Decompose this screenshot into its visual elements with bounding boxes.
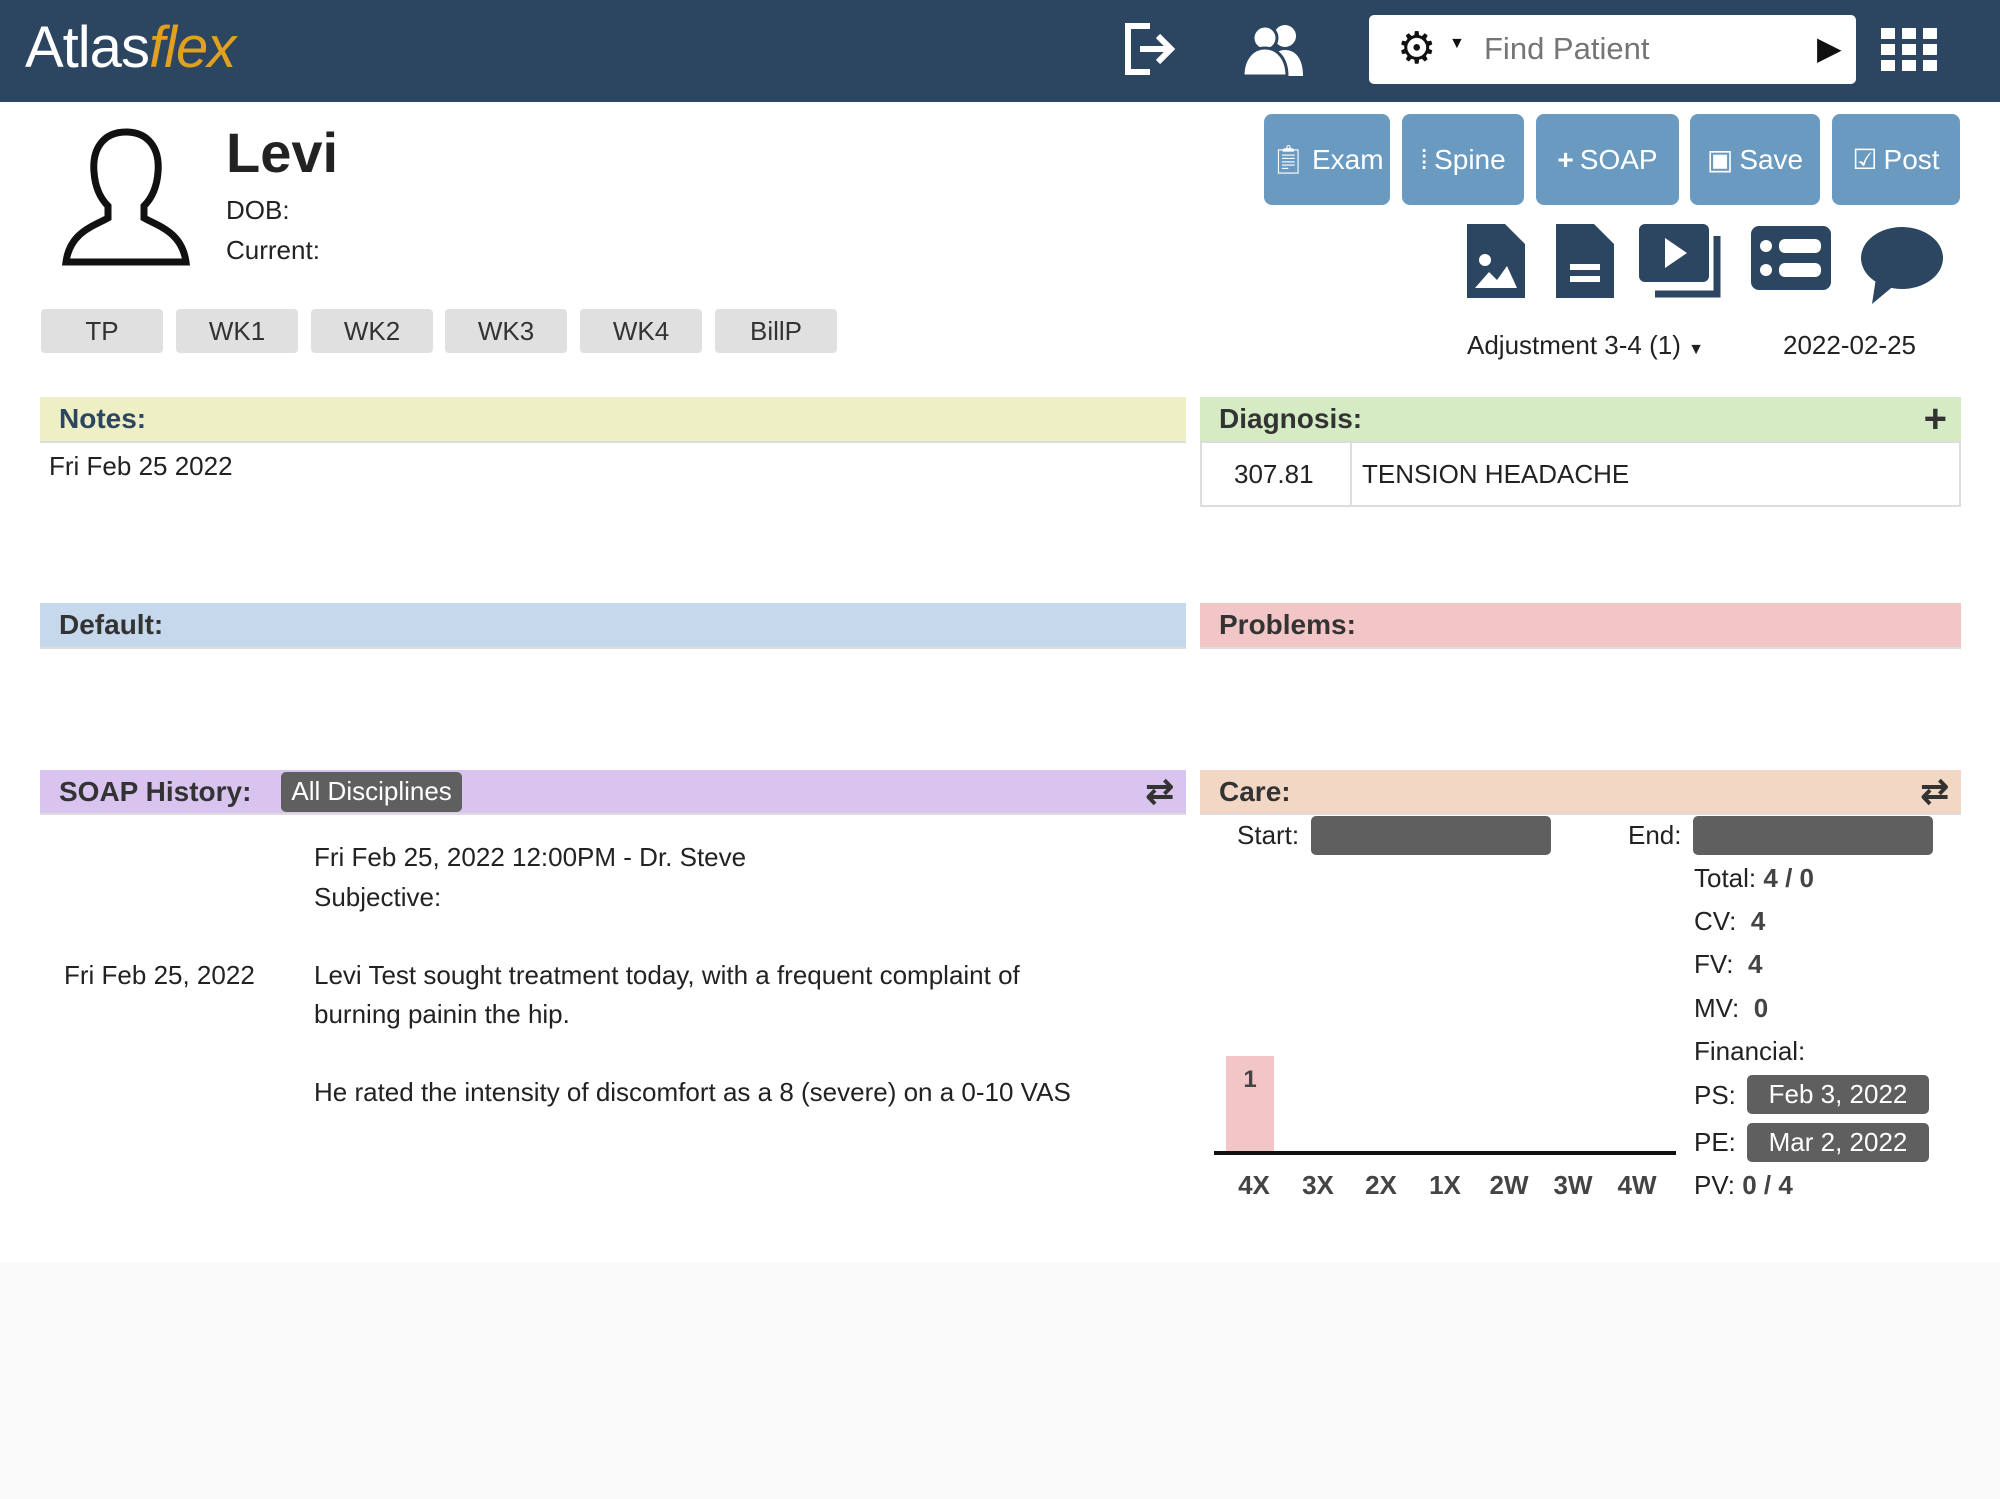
- care-header: Care: ⇄: [1200, 770, 1961, 815]
- patients-group-icon[interactable]: [1237, 22, 1309, 76]
- current-label: Current:: [226, 235, 320, 265]
- play-search-icon[interactable]: ▶: [1817, 30, 1842, 66]
- tab-wk3[interactable]: WK3: [445, 309, 567, 353]
- spine-icon: ⁞: [1420, 143, 1429, 175]
- atlasflex-logo[interactable]: Atlasflex: [25, 15, 236, 80]
- default-panel: Default:: [40, 603, 1186, 768]
- soap-history-header: SOAP History: All Disciplines ⇄: [40, 770, 1186, 815]
- x-tick-label: 4W: [1617, 1170, 1657, 1200]
- x-tick-label: 2X: [1365, 1170, 1397, 1200]
- chevron-down-icon[interactable]: ▼: [1449, 35, 1465, 52]
- soap-section-label: Subjective:: [314, 882, 442, 912]
- default-header: Default:: [40, 603, 1186, 649]
- care-total: Total: 4 / 0: [1694, 863, 1814, 893]
- care-pv: PV: 0 / 4: [1694, 1170, 1793, 1200]
- disciplines-filter[interactable]: All Disciplines: [281, 771, 462, 812]
- soap-entry-header: Fri Feb 25, 2022 12:00PM - Dr. Steve: [314, 842, 747, 872]
- visit-type-dropdown[interactable]: Adjustment 3-4 (1) ▼: [1467, 330, 1704, 360]
- notes-panel: Notes: Fri Feb 25 2022: [40, 397, 1186, 602]
- soap-text-line: burning painin the hip.: [314, 999, 570, 1029]
- find-patient-search: ⚙ ▼ ▶: [1369, 15, 1856, 84]
- care-start-field[interactable]: [1311, 816, 1551, 855]
- soap-entry-date[interactable]: Fri Feb 25, 2022: [64, 960, 255, 990]
- plus-icon: +: [1557, 143, 1574, 175]
- save-button[interactable]: ▣ Save: [1690, 114, 1820, 205]
- care-mv: MV: 0: [1694, 993, 1769, 1023]
- care-ps-label: PS:: [1694, 1080, 1736, 1110]
- soap-text-line: Levi Test sought treatment today, with a…: [314, 960, 1020, 990]
- document-icon[interactable]: [1556, 224, 1614, 298]
- video-icon[interactable]: [1639, 224, 1723, 298]
- notes-header: Notes:: [40, 397, 1186, 443]
- diagnosis-row[interactable]: 307.81 TENSION HEADACHE: [1200, 443, 1961, 507]
- patient-avatar-icon: [61, 128, 191, 266]
- swap-arrows-icon[interactable]: ⇄: [1920, 772, 1950, 811]
- check-square-icon: ☑: [1852, 144, 1878, 175]
- logout-icon[interactable]: [1120, 20, 1178, 78]
- tab-wk2[interactable]: WK2: [311, 309, 433, 353]
- care-frequency-chart: 1: [1214, 1000, 1676, 1156]
- diagnosis-header: Diagnosis: +: [1200, 397, 1961, 443]
- x-tick-label: 3W: [1553, 1170, 1593, 1200]
- tab-wk4[interactable]: WK4: [580, 309, 702, 353]
- x-tick-label: 3X: [1302, 1170, 1334, 1200]
- care-pe-date[interactable]: Mar 2, 2022: [1747, 1123, 1929, 1162]
- soap-button[interactable]: + SOAP: [1536, 114, 1679, 205]
- bar-data-label: 1: [1243, 1066, 1257, 1093]
- chat-bubble-icon[interactable]: [1860, 226, 1944, 304]
- x-tick-label: 4X: [1238, 1170, 1270, 1200]
- care-end-label: End:: [1628, 820, 1682, 850]
- care-pe-label: PE:: [1694, 1127, 1736, 1157]
- chart-baseline: [1214, 1151, 1676, 1155]
- soap-text-line: He rated the intensity of discomfort as …: [314, 1077, 1071, 1107]
- tab-billp[interactable]: BillP: [715, 309, 837, 353]
- add-diagnosis-plus-icon[interactable]: +: [1923, 396, 1947, 441]
- save-icon: ▣: [1706, 144, 1734, 175]
- exam-button[interactable]: 📋︎ Exam: [1264, 114, 1390, 205]
- spine-button[interactable]: ⁞ Spine: [1402, 114, 1524, 205]
- patient-name: Levi: [226, 121, 339, 184]
- visit-date[interactable]: 2022-02-25: [1783, 330, 1916, 360]
- care-cv: CV: 4: [1694, 906, 1766, 936]
- chart-bar: [1226, 1056, 1274, 1151]
- settings-gear-icon[interactable]: ⚙: [1397, 24, 1437, 73]
- care-start-label: Start:: [1237, 820, 1300, 850]
- tab-wk1[interactable]: WK1: [176, 309, 298, 353]
- x-tick-label: 2W: [1489, 1170, 1529, 1200]
- top-nav: Atlasflex ⚙ ▼ ▶: [0, 0, 2000, 102]
- caret-down-icon: ▼: [1688, 341, 1704, 358]
- list-icon[interactable]: [1751, 226, 1831, 290]
- problems-header: Problems:: [1200, 603, 1961, 649]
- diagnosis-description: TENSION HEADACHE: [1362, 458, 1630, 489]
- swap-arrows-icon[interactable]: ⇄: [1145, 772, 1175, 811]
- x-tick-label: 1X: [1429, 1170, 1461, 1200]
- notes-text[interactable]: Fri Feb 25 2022: [49, 451, 233, 481]
- care-ps-date[interactable]: Feb 3, 2022: [1747, 1075, 1929, 1114]
- care-financial-label: Financial:: [1694, 1036, 1806, 1066]
- care-end-field[interactable]: [1693, 816, 1933, 855]
- problems-panel: Problems:: [1200, 603, 1961, 768]
- post-button[interactable]: ☑ Post: [1832, 114, 1960, 205]
- diagnosis-code: 307.81: [1202, 443, 1352, 505]
- care-fv: FV: 4: [1694, 949, 1763, 979]
- find-patient-input[interactable]: [1484, 27, 1784, 71]
- apps-grid-icon[interactable]: [1881, 28, 1937, 72]
- soap-history-panel: SOAP History: All Disciplines ⇄: [40, 770, 1186, 1105]
- image-file-icon[interactable]: [1467, 224, 1525, 298]
- tab-tp[interactable]: TP: [41, 309, 163, 353]
- diagnosis-panel: Diagnosis: + 307.81 TENSION HEADACHE: [1200, 397, 1961, 602]
- clipboard-icon: 📋︎: [1270, 144, 1306, 175]
- dob-label: DOB:: [226, 195, 290, 225]
